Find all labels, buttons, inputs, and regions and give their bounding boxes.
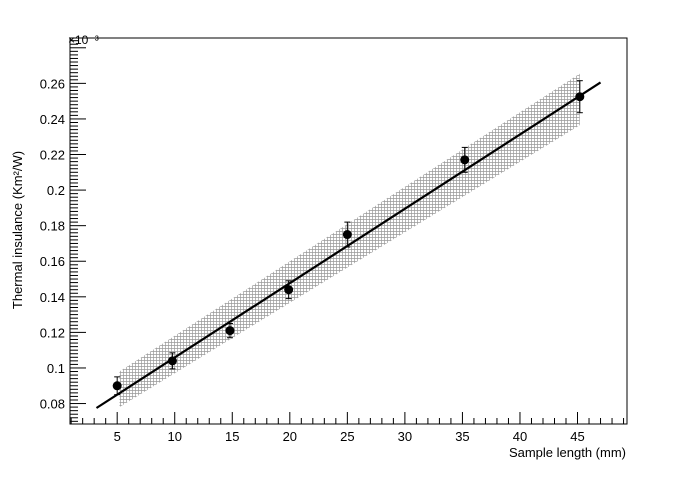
x-tick-label: 30: [398, 429, 412, 444]
x-tick-label: 40: [513, 429, 527, 444]
x-tick-label: 15: [225, 429, 239, 444]
data-point: [284, 285, 294, 295]
fit-line: [95, 81, 602, 409]
confidence-band: [119, 73, 580, 408]
x-tick-label: 5: [114, 429, 121, 444]
data-point: [112, 381, 122, 391]
x-tick-label: 35: [455, 429, 469, 444]
data-point: [460, 155, 470, 165]
y-tick-label: 0.16: [40, 254, 65, 269]
y-multiplier: ×10⁻³: [68, 33, 99, 47]
x-tick-label: 25: [340, 429, 354, 444]
y-axis-label: Thermal insulance (Km²/W): [10, 151, 25, 309]
data-point: [575, 92, 585, 102]
x-tick-label: 45: [570, 429, 584, 444]
y-tick-label: 0.08: [40, 397, 65, 412]
x-axis-label: Sample length (mm): [509, 445, 626, 460]
y-tick-label: 0.26: [40, 76, 65, 91]
y-tick-label: 0.1: [47, 361, 65, 376]
y-tick-label: 0.22: [40, 148, 65, 163]
data-point: [225, 326, 235, 336]
y-tick-label: 0.24: [40, 112, 65, 127]
y-tick-label: 0.14: [40, 290, 65, 305]
data-point: [342, 230, 352, 240]
x-tick-label: 10: [167, 429, 181, 444]
y-tick-label: 0.12: [40, 325, 65, 340]
plot-frame: [69, 37, 628, 425]
y-tick-label: 0.18: [40, 219, 65, 234]
x-tick-label: 20: [283, 429, 297, 444]
data-point: [167, 356, 177, 366]
y-tick-label: 0.2: [47, 183, 65, 198]
